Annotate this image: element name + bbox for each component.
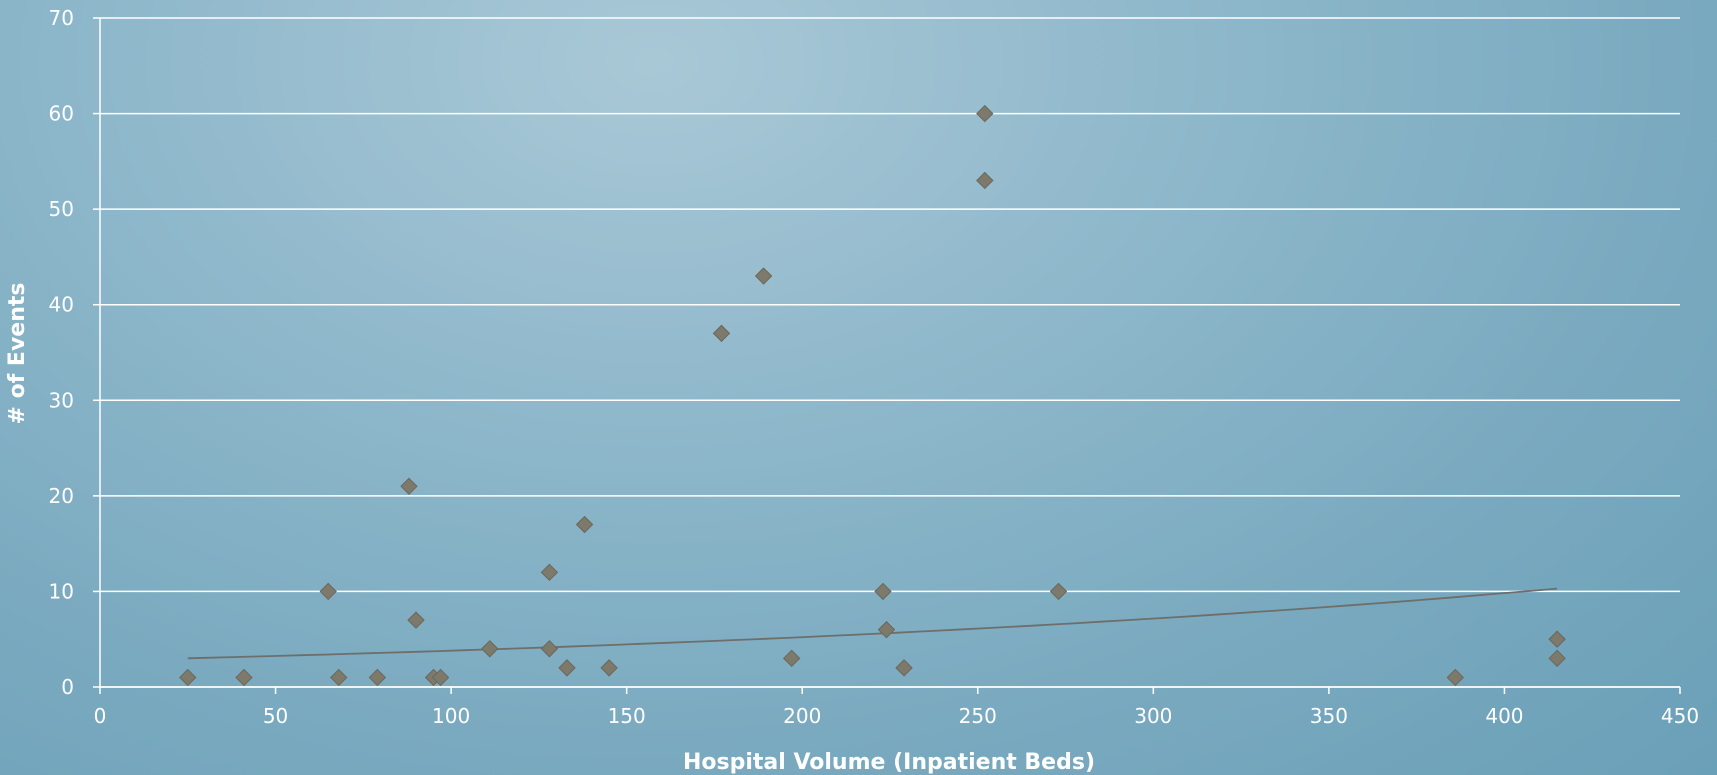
y-tick-label: 40 — [49, 293, 74, 317]
y-tick-label: 0 — [61, 675, 74, 699]
data-point — [754, 267, 773, 285]
y-tick-label: 20 — [49, 484, 74, 508]
trendline — [187, 587, 1558, 660]
axis-layer — [93, 17, 1681, 694]
x-tick-label: 150 — [608, 704, 646, 728]
data-point — [481, 640, 499, 658]
x-tick-label: 450 — [1661, 704, 1699, 728]
data-point — [1548, 649, 1566, 668]
y-tick-label: 10 — [49, 579, 74, 603]
x-tick-label: 250 — [959, 704, 997, 728]
x-tick-label: 0 — [94, 704, 107, 728]
data-point — [540, 640, 559, 658]
data-point — [877, 620, 896, 639]
data-point — [976, 171, 994, 190]
x-tick-label: 300 — [1134, 704, 1172, 728]
data-point — [712, 324, 731, 343]
y-tick-label: 50 — [49, 197, 74, 221]
x-tick-label: 200 — [783, 704, 821, 728]
x-tick-label: 50 — [263, 704, 288, 728]
data-point — [575, 515, 594, 534]
y-tick-label: 70 — [49, 6, 74, 30]
data-point — [235, 668, 253, 687]
x-axis-title: Hospital Volume (Inpatient Beds) — [683, 750, 1095, 775]
y-tick-label: 30 — [49, 388, 74, 412]
data-point — [558, 659, 576, 677]
data-point — [407, 611, 425, 629]
y-tick-label: 60 — [49, 102, 74, 126]
data-point — [895, 659, 913, 677]
data-point — [400, 477, 418, 496]
data-point — [319, 582, 337, 601]
grid-layer — [100, 17, 1680, 688]
x-tick-label: 100 — [432, 704, 470, 728]
data-point — [1548, 630, 1566, 648]
data-point — [600, 659, 618, 677]
data-point — [330, 668, 348, 687]
data-point — [540, 563, 559, 582]
x-tick-label: 350 — [1310, 704, 1348, 728]
trendline-layer — [187, 587, 1558, 660]
data-point — [179, 668, 197, 687]
data-point — [874, 582, 892, 601]
data-point — [368, 668, 387, 687]
data-point — [976, 104, 994, 123]
points-layer — [179, 104, 1566, 687]
x-tick-label: 400 — [1485, 704, 1523, 728]
data-point — [782, 649, 801, 668]
y-axis-title: # of Events — [5, 282, 30, 424]
labels-layer: 0 10 20 30 40 50 60 70 0 50 100 150 200 250 300 350 400 4… — [49, 6, 1700, 728]
data-point — [431, 668, 450, 687]
data-point — [1049, 582, 1068, 601]
data-point — [1446, 668, 1464, 687]
